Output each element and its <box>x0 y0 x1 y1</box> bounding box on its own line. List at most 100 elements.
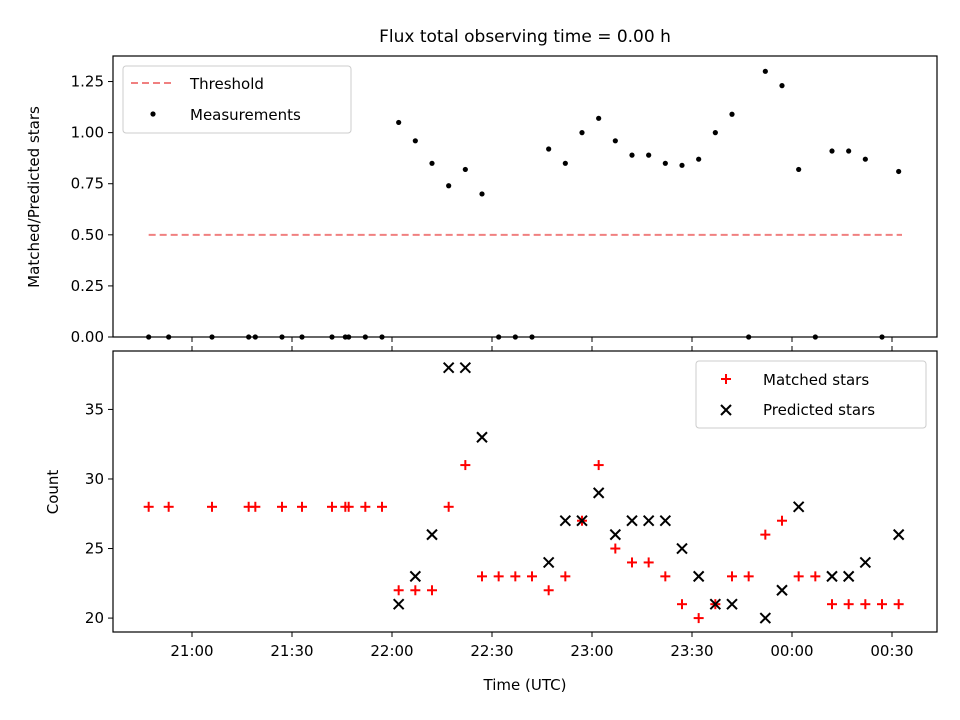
matched-star-point <box>793 571 804 582</box>
matched-star-point <box>143 501 154 512</box>
matched-star-point <box>543 585 554 596</box>
marker-stroke <box>476 431 488 443</box>
measurement-point <box>279 334 285 340</box>
marker-stroke <box>859 556 872 569</box>
predicted-star-point <box>642 515 655 527</box>
measurement-point <box>562 160 568 166</box>
matched-star-point <box>493 571 504 582</box>
top-y-tick-label: 1.25 <box>71 73 104 91</box>
marker-stroke <box>676 542 688 555</box>
marker-stroke <box>609 528 622 541</box>
measurement-point <box>812 334 818 340</box>
matched-star-point <box>327 501 337 512</box>
measurement-point <box>146 334 152 340</box>
predicted-star-point <box>592 487 605 499</box>
marker-stroke <box>892 528 905 541</box>
matched-star-point <box>207 501 217 512</box>
marker-stroke <box>392 598 405 610</box>
measurement-point <box>496 334 502 340</box>
measurement-point <box>379 334 385 340</box>
matched-star-point <box>377 501 387 512</box>
marker-stroke <box>459 361 472 374</box>
measurement-point <box>762 68 768 74</box>
legend-predicted-label: Predicted stars <box>763 401 875 419</box>
measurement-point <box>462 166 468 173</box>
predicted-star-point <box>859 556 872 569</box>
x-tick-label: 23:00 <box>570 642 613 660</box>
matched-star-point <box>443 501 454 512</box>
measurement-point <box>412 138 418 144</box>
x-tick-label: 00:00 <box>770 642 813 660</box>
measurement-point <box>529 334 535 340</box>
matched-star-point <box>743 571 754 582</box>
measurement-point <box>679 162 685 168</box>
predicted-star-point <box>692 570 705 583</box>
marker-stroke <box>559 515 572 527</box>
bottom-y-tick-label: 35 <box>85 400 104 418</box>
matched-star-point <box>297 501 307 512</box>
measurement-point <box>796 166 802 173</box>
measurement-point <box>396 119 402 126</box>
top-y-axis-label: Matched/Predicted stars <box>25 106 43 288</box>
predicted-star-point <box>576 515 588 527</box>
marker-stroke <box>442 361 455 374</box>
measurement-point <box>479 191 485 197</box>
measurement-point <box>829 148 835 154</box>
matched-star-point <box>627 557 637 568</box>
measurement-point <box>729 111 735 117</box>
matched-star-point <box>810 571 821 582</box>
matched-star-point <box>843 599 854 610</box>
marker-stroke <box>720 404 732 416</box>
marker-stroke <box>592 487 605 499</box>
predicted-star-point <box>542 556 555 569</box>
measurement-point <box>862 156 868 162</box>
matched-star-point <box>593 460 604 471</box>
legend-predicted-swatch <box>720 404 732 416</box>
matched-star-point <box>560 571 571 582</box>
predicted-star-point <box>759 612 772 624</box>
x-tick-label: 22:30 <box>470 642 513 660</box>
measurement-point <box>696 156 702 162</box>
legend-box <box>122 65 352 134</box>
predicted-star-point <box>842 570 855 583</box>
measurement-point <box>746 334 752 340</box>
matched-star-point <box>877 599 887 610</box>
x-tick-label: 00:30 <box>870 642 913 660</box>
marker-stroke <box>692 570 705 583</box>
legend-measurement-swatch <box>150 111 156 117</box>
predicted-star-point <box>609 528 622 541</box>
x-tick-label: 22:00 <box>370 642 413 660</box>
top-y-tick-label: 0.00 <box>71 328 104 346</box>
marker-stroke <box>842 570 855 583</box>
measurement-point <box>779 83 785 89</box>
bottom-y-tick-label: 30 <box>85 470 104 488</box>
bottom-plot-area: 21:00 21:30 22:00 22:30 23:00 23:30 00:00 00:30… <box>85 346 938 660</box>
top-legend: Threshold Measurements <box>122 65 352 134</box>
marker-stroke <box>759 612 772 624</box>
predicted-star-point <box>776 584 788 596</box>
matched-star-point <box>343 501 354 512</box>
matched-star-point <box>360 501 371 512</box>
predicted-star-point <box>459 361 472 374</box>
matched-star-point <box>827 599 837 610</box>
predicted-star-point <box>559 515 572 527</box>
measurement-point <box>346 334 352 340</box>
matched-star-point <box>410 585 421 596</box>
measurement-point <box>299 334 305 340</box>
matched-star-point <box>777 515 787 526</box>
top-y-tick-label: 0.50 <box>71 226 104 244</box>
matched-star-point <box>610 543 621 554</box>
measurement-point <box>596 115 602 121</box>
predicted-star-point <box>626 515 638 527</box>
marker-stroke <box>542 556 555 569</box>
measurement-point <box>512 334 518 340</box>
marker-stroke <box>776 584 788 596</box>
predicted-star-point <box>792 501 805 513</box>
predicted-star-point <box>676 542 688 555</box>
predicted-star-point <box>726 598 738 610</box>
predicted-star-point <box>442 361 455 374</box>
predicted-star-point <box>476 431 488 443</box>
marker-stroke <box>709 598 722 610</box>
legend-matched-swatch <box>721 374 731 384</box>
measurement-point <box>246 334 252 340</box>
